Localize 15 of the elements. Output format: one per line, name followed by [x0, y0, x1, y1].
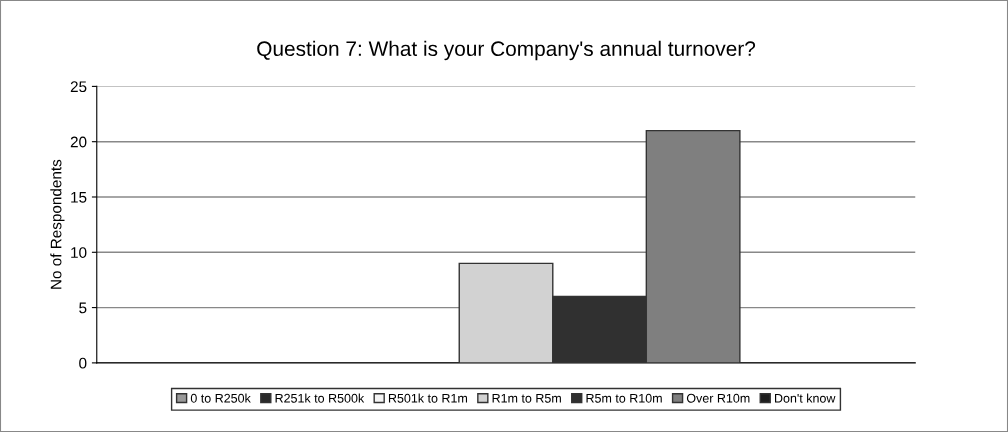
- y-tick-label: 15: [71, 192, 87, 203]
- legend-label: R5m to R10m: [586, 393, 662, 403]
- legend-label: R251k to R500k: [275, 393, 365, 403]
- legend-label: 0 to R250k: [190, 393, 251, 403]
- y-tick-label: 25: [70, 81, 87, 93]
- legend-label: Over R10m: [686, 393, 750, 403]
- chart-title: Question 7: What is your Company's annual turnover?: [257, 40, 756, 61]
- legend-label: R501k to R1m: [388, 393, 468, 403]
- y-tick-label: 0: [79, 357, 87, 369]
- y-axis-title: No of Respondents: [50, 159, 65, 289]
- legend-label: Don't know: [775, 393, 836, 403]
- y-tick-label: 5: [79, 302, 87, 314]
- y-tick-label: 10: [71, 247, 87, 258]
- legend-label: R1m to R5m: [492, 393, 561, 403]
- y-tick-label: 20: [70, 136, 87, 148]
